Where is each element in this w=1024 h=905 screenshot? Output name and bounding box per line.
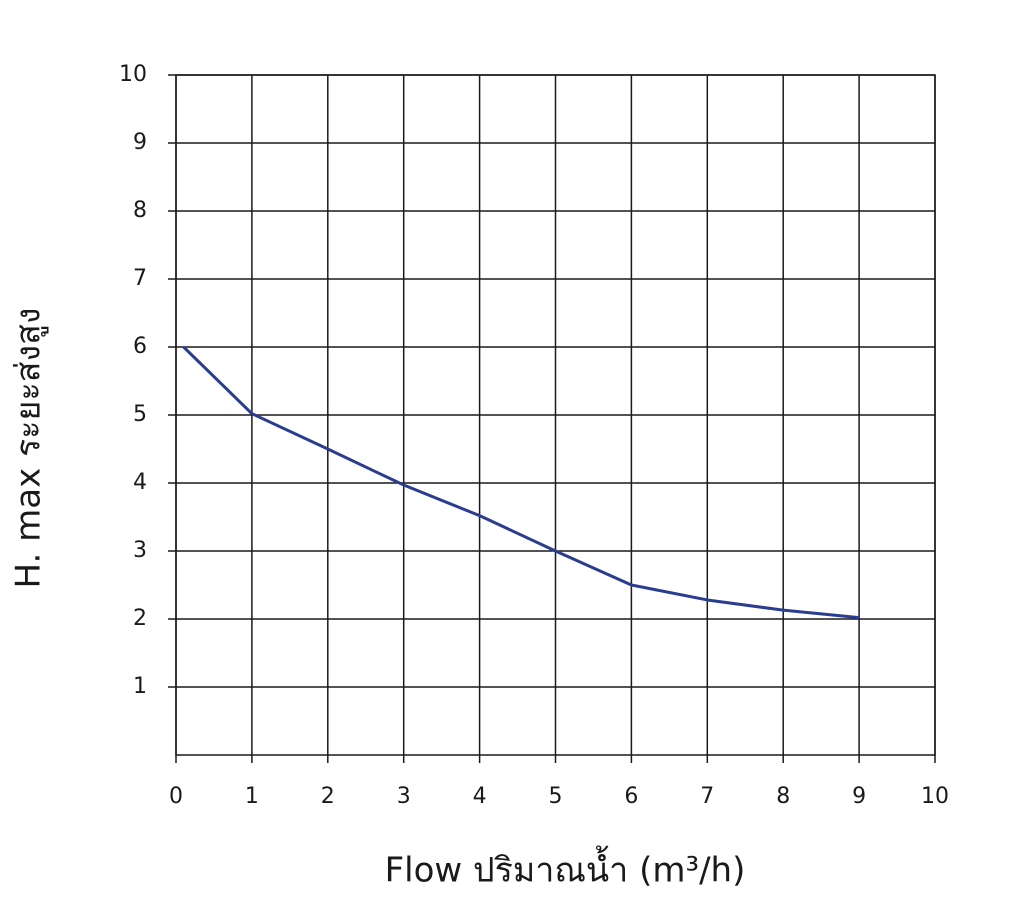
y-tick-label: 1 — [133, 674, 147, 699]
x-tick-label: 4 — [473, 784, 487, 809]
x-tick-label: 6 — [624, 784, 638, 809]
line-series — [182, 345, 860, 620]
y-tick-label: 6 — [133, 334, 147, 359]
y-tick-label: 9 — [133, 130, 147, 155]
x-tick-label: 1 — [245, 784, 259, 809]
x-tick-label: 2 — [321, 784, 335, 809]
y-tick-label: 3 — [133, 538, 147, 563]
x-tick-label: 10 — [921, 784, 949, 809]
x-tick-label: 0 — [169, 784, 183, 809]
y-tick-label: 5 — [133, 402, 147, 427]
x-axis-label: Flow ปริมาณน้ำ (m³/h) — [385, 846, 746, 891]
x-tick-label: 7 — [700, 784, 714, 809]
x-tick-label: 9 — [852, 784, 866, 809]
y-axis-label: H. max ระยะส่งสูง — [9, 308, 49, 589]
y-tick-label: 10 — [119, 62, 147, 87]
y-tick-label: 2 — [133, 606, 147, 631]
x-tick-label: 3 — [397, 784, 411, 809]
y-tick-label: 8 — [133, 198, 147, 223]
x-tick-label: 5 — [549, 784, 563, 809]
y-tick-label: 4 — [133, 470, 147, 495]
y-tick-label: 7 — [133, 266, 147, 291]
x-tick-label: 8 — [776, 784, 790, 809]
